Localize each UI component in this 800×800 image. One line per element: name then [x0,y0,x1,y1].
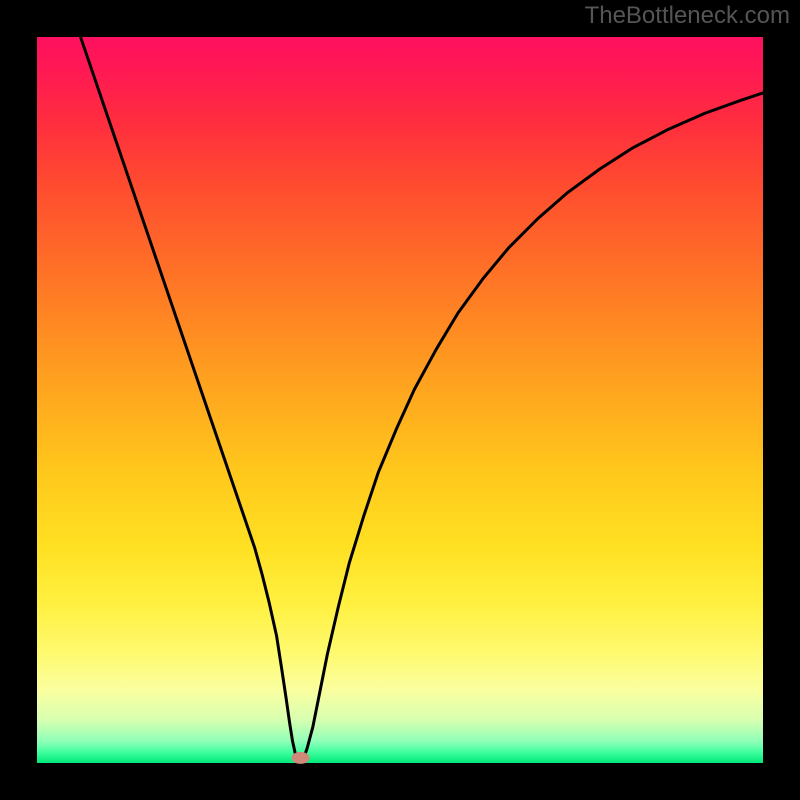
chart-container: TheBottleneck.com [0,0,800,800]
optimal-point-marker [292,752,310,764]
bottleneck-chart [0,0,800,800]
watermark-text: TheBottleneck.com [585,2,790,30]
chart-plot-background [37,37,763,763]
